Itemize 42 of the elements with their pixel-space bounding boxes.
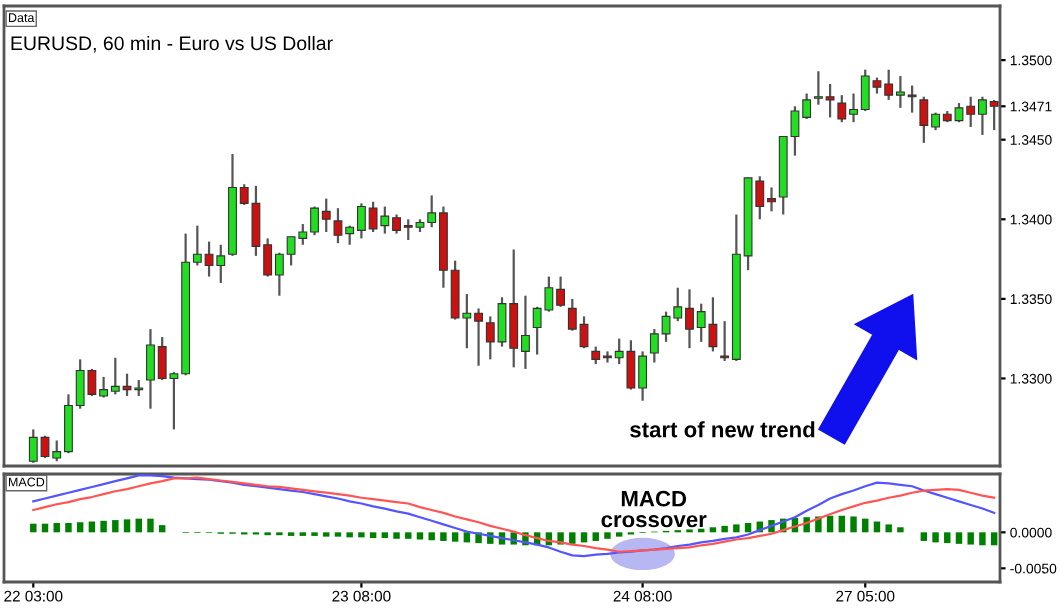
bar [592,532,599,541]
bar [944,532,951,544]
bar [428,532,435,541]
bar [76,522,84,533]
bar [897,527,904,533]
bar [967,532,974,545]
bar [885,524,892,533]
bar [826,515,834,533]
bar [838,515,846,533]
bar [580,532,588,543]
bar [30,523,37,533]
bar [569,532,576,544]
bar [744,522,752,533]
bar [100,520,107,533]
bar [932,532,939,543]
bar [112,520,119,533]
bar [158,525,166,533]
bar [65,522,72,533]
bar [709,527,717,533]
bar [346,532,353,538]
bar [850,516,857,533]
bar [721,525,728,533]
bar [990,532,998,546]
annotation: start of new trend [630,421,815,438]
bar [381,532,389,539]
bar [358,532,365,538]
bar [955,532,963,544]
bar [405,532,412,539]
bar [604,532,611,539]
bar [920,532,928,541]
bar [979,532,986,546]
bar [123,519,131,533]
bar [393,532,400,539]
bar [733,524,740,533]
text: EURUSD, 60 min - Euro vs US Dollar [11,35,333,53]
bar [416,532,424,540]
bar [147,518,154,533]
bar [369,532,377,539]
bar [53,522,60,533]
annotation: MACD crossover [601,490,707,528]
bar [440,532,447,541]
bar [451,532,459,542]
